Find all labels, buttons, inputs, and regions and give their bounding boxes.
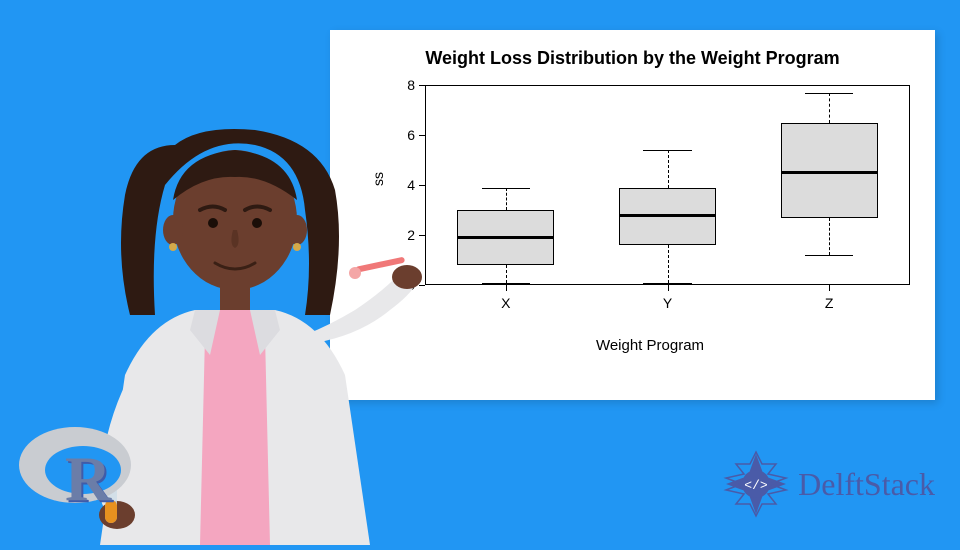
whisker-cap <box>805 93 854 94</box>
whisker-line <box>668 150 669 188</box>
chart-title: Weight Loss Distribution by the Weight P… <box>330 30 935 69</box>
delftstack-logo: </> DelftStack <box>720 448 935 520</box>
whisker-cap <box>482 188 531 189</box>
x-tick-mark <box>506 285 507 291</box>
median-line <box>619 214 716 217</box>
median-line <box>457 236 554 239</box>
whisker-cap <box>643 150 692 151</box>
delftstack-label: DelftStack <box>798 466 935 503</box>
whisker-cap <box>805 255 854 256</box>
whisker-cap <box>482 283 531 284</box>
whisker-line <box>668 245 669 283</box>
svg-text:</>: </> <box>744 478 768 493</box>
x-tick-label: Z <box>825 295 834 311</box>
box-rect <box>781 123 878 218</box>
x-tick-mark <box>829 285 830 291</box>
delftstack-icon: </> <box>720 448 792 520</box>
y-tick-label: 8 <box>390 77 415 93</box>
whisker-line <box>506 188 507 211</box>
whisker-line <box>506 265 507 283</box>
plot-area: ss Weight Program 02468XYZ <box>390 85 910 325</box>
r-logo: R R <box>15 420 135 515</box>
whisker-line <box>829 93 830 123</box>
x-tick-label: X <box>501 295 510 311</box>
x-axis-title: Weight Program <box>390 337 910 354</box>
whisker-line <box>829 218 830 256</box>
x-tick-mark <box>668 285 669 291</box>
whisker-cap <box>643 283 692 284</box>
median-line <box>781 171 878 174</box>
y-tick-mark <box>419 85 425 86</box>
x-tick-label: Y <box>663 295 672 311</box>
svg-text:R: R <box>65 443 112 514</box>
